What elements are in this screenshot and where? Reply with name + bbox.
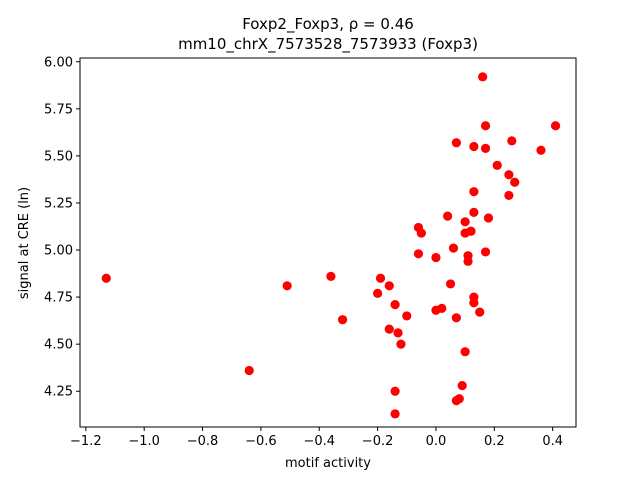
data-point (483, 213, 494, 223)
y-tick-label: 5.50 (44, 149, 73, 164)
data-point (475, 307, 485, 317)
data-point (337, 315, 348, 325)
data-point (390, 386, 400, 396)
y-tick-label: 5.25 (44, 196, 73, 211)
y-tick-label: 4.50 (44, 338, 73, 353)
x-tick-label: −1.2 (70, 434, 102, 449)
data-point (460, 217, 470, 227)
data-point (282, 281, 292, 291)
data-point (402, 311, 412, 321)
data-point (390, 300, 400, 310)
data-point (443, 211, 453, 221)
x-tick-label: −0.2 (362, 434, 394, 449)
chart-title-line1: Foxp2_Foxp3, ρ = 0.46 (242, 15, 414, 34)
data-point (373, 288, 383, 298)
data-point (375, 273, 386, 283)
x-tick-label: 0.0 (426, 434, 447, 449)
x-tick-label: −0.8 (187, 434, 219, 449)
data-point (451, 313, 461, 323)
data-point (469, 187, 479, 197)
data-point (445, 279, 456, 289)
x-tick-label: −0.6 (245, 434, 277, 449)
y-tick-label: 5.00 (44, 244, 73, 259)
x-tick-label: 0.4 (542, 434, 563, 449)
data-point (437, 303, 447, 313)
data-point (244, 365, 254, 376)
data-point (510, 177, 520, 187)
data-point (413, 249, 424, 259)
data-point (448, 243, 459, 253)
data-point (451, 138, 461, 148)
data-point (492, 160, 502, 170)
y-axis-label: signal at CRE (ln) (17, 187, 32, 299)
data-point (536, 145, 546, 155)
data-point (480, 247, 491, 257)
data-point (466, 226, 476, 236)
plot-area: −1.2 −1.0 −0.8 −0.6 −0.4 −0.2 0.0 0.2 0.4 4.25 4.5… (44, 55, 577, 449)
data-point (504, 190, 514, 201)
x-tick-label: 0.2 (484, 434, 505, 449)
data-point (507, 136, 517, 146)
data-point (326, 271, 336, 281)
data-point (469, 207, 479, 217)
data-point (101, 273, 111, 283)
data-point (384, 281, 394, 291)
chart-title-line2: mm10_chrX_7573528_7573933 (Foxp3) (178, 35, 478, 54)
x-tick-label: −1.0 (128, 434, 160, 449)
y-tick-label: 5.75 (44, 102, 73, 117)
data-point (469, 298, 479, 308)
y-tick-label: 4.75 (44, 291, 73, 306)
data-point (480, 121, 491, 131)
data-point (463, 256, 473, 266)
data-point (413, 222, 424, 233)
x-axis-label: motif activity (285, 456, 371, 471)
data-point (390, 409, 400, 419)
data-point (457, 380, 467, 391)
y-tick-label: 4.25 (44, 385, 73, 400)
data-point (393, 328, 403, 338)
data-point (478, 72, 488, 82)
data-point (396, 339, 406, 349)
data-point (480, 143, 491, 153)
x-tick-label: −0.4 (303, 434, 335, 449)
data-point (454, 394, 464, 404)
plot-frame (79, 57, 577, 428)
data-point (384, 324, 394, 334)
data-point (431, 252, 441, 263)
y-tick-label: 6.00 (44, 55, 73, 70)
data-point (550, 121, 561, 131)
data-point (460, 347, 470, 357)
data-point (504, 170, 514, 180)
data-point (469, 141, 479, 152)
